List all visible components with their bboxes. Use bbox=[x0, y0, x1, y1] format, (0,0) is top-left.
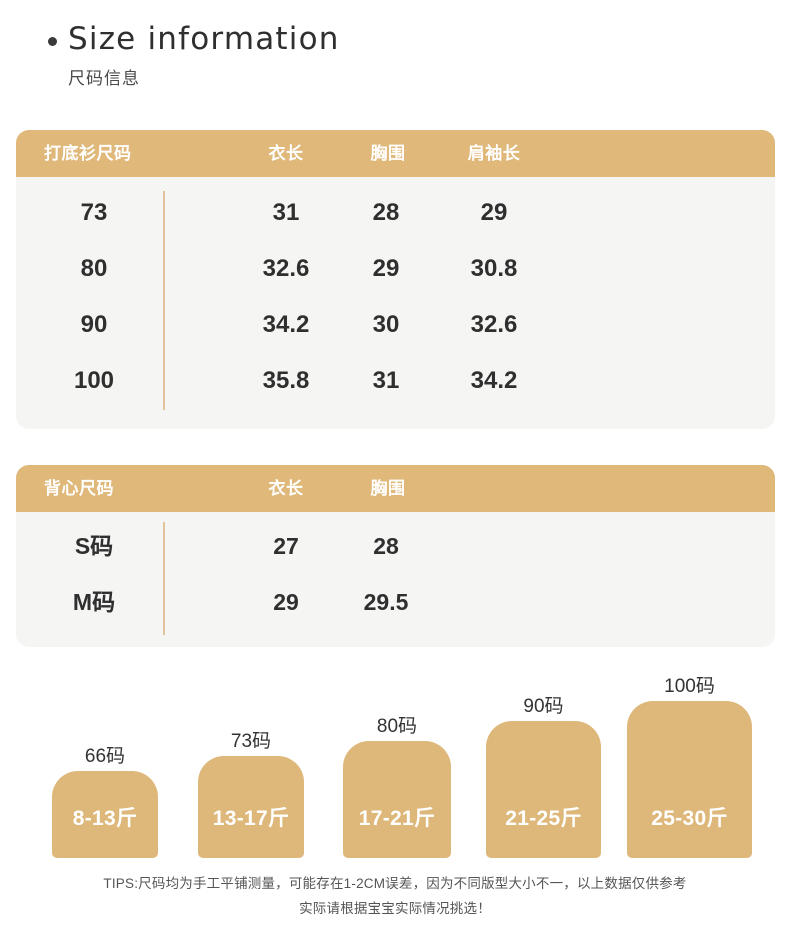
cell-size: S码 bbox=[74, 533, 114, 559]
table-row: 73 31 28 29 bbox=[16, 185, 775, 241]
table-row: M码 29 29.5 bbox=[16, 574, 775, 630]
bar-value-label: 25-30斤 bbox=[651, 807, 728, 830]
bar-category-label: 66码 bbox=[84, 746, 126, 767]
table-header-row: 背心尺码 衣长 胸围 bbox=[16, 465, 775, 512]
cell-bust: 29 bbox=[372, 255, 400, 282]
table-header-row: 打底衫尺码 衣长 胸围 肩袖长 bbox=[16, 130, 775, 177]
bar: 8-13斤 bbox=[52, 771, 158, 858]
cell-shoulder-sleeve: 30.8 bbox=[470, 255, 518, 282]
cell-length: 32.6 bbox=[262, 255, 310, 282]
cell-shoulder-sleeve: 29 bbox=[480, 199, 508, 226]
bar-category-label: 100码 bbox=[664, 676, 715, 697]
cell-bust: 31 bbox=[372, 367, 400, 394]
cell-bust: 30 bbox=[372, 311, 400, 338]
cell-length: 31 bbox=[272, 199, 300, 226]
column-header-bust: 胸围 bbox=[370, 144, 406, 163]
cell-length: 27 bbox=[273, 533, 299, 559]
bar-value-label: 21-25斤 bbox=[505, 807, 582, 830]
table-row: 100 35.8 31 34.2 bbox=[16, 353, 775, 409]
page-title: Size information bbox=[68, 21, 340, 57]
bar-category-label: 80码 bbox=[376, 716, 418, 737]
bar: 17-21斤 bbox=[343, 741, 451, 858]
cell-length: 29 bbox=[273, 589, 299, 615]
bar-value-label: 17-21斤 bbox=[358, 807, 436, 830]
title-row: Size information bbox=[48, 24, 340, 55]
tips-note: TIPS:尺码均为手工平铺测量，可能存在1-2CM误差，因为不同版型大小不一，以… bbox=[0, 872, 790, 922]
column-divider bbox=[163, 191, 165, 410]
bar-group: 100码 25-30斤 bbox=[627, 676, 752, 858]
table-row: S码 27 28 bbox=[16, 518, 775, 574]
table-row: 90 34.2 30 32.6 bbox=[16, 297, 775, 353]
cell-length: 35.8 bbox=[262, 367, 310, 394]
bar-category-label: 73码 bbox=[230, 731, 272, 752]
column-header-shoulder-sleeve: 肩袖长 bbox=[467, 144, 521, 163]
cell-shoulder-sleeve: 34.2 bbox=[470, 367, 518, 394]
bar-group: 90码 21-25斤 bbox=[486, 696, 601, 858]
tips-line-1: TIPS:尺码均为手工平铺测量，可能存在1-2CM误差，因为不同版型大小不一，以… bbox=[103, 876, 687, 891]
bullet-dot-icon bbox=[48, 37, 57, 46]
page-subtitle: 尺码信息 bbox=[68, 69, 140, 88]
bar: 13-17斤 bbox=[198, 756, 304, 858]
cell-size: M码 bbox=[72, 589, 116, 615]
cell-size: 90 bbox=[80, 311, 108, 338]
column-header-bust: 胸围 bbox=[370, 479, 406, 498]
cell-bust: 28 bbox=[372, 199, 400, 226]
cell-bust: 29.5 bbox=[363, 589, 409, 615]
size-table-vest: 背心尺码 衣长 胸围 S码 27 28 M码 29 29.5 bbox=[16, 465, 775, 647]
bar: 21-25斤 bbox=[486, 721, 601, 858]
table-row: 80 32.6 29 30.8 bbox=[16, 241, 775, 297]
size-weight-bar-chart: 66码 8-13斤 73码 13-17斤 80码 17-21斤 90码 21-25斤 100码 2… bbox=[0, 668, 790, 858]
cell-size: 100 bbox=[73, 367, 115, 394]
cell-length: 34.2 bbox=[262, 311, 310, 338]
table-body: S码 27 28 M码 29 29.5 bbox=[16, 512, 775, 635]
cell-shoulder-sleeve: 32.6 bbox=[470, 311, 518, 338]
column-header-size: 背心尺码 bbox=[44, 479, 114, 498]
table-body: 73 31 28 29 80 32.6 29 30.8 90 34.2 30 3… bbox=[16, 177, 775, 410]
bar-group: 73码 13-17斤 bbox=[198, 731, 304, 858]
cell-size: 80 bbox=[80, 255, 108, 282]
bar-value-label: 13-17斤 bbox=[212, 807, 290, 830]
column-header-size: 打底衫尺码 bbox=[44, 144, 132, 163]
bar-category-label: 90码 bbox=[523, 696, 564, 717]
bar-value-label: 8-13斤 bbox=[72, 807, 138, 830]
cell-size: 73 bbox=[80, 199, 108, 226]
size-table-undershirt: 打底衫尺码 衣长 胸围 肩袖长 73 31 28 29 80 32.6 29 3… bbox=[16, 130, 775, 429]
column-header-length: 衣长 bbox=[268, 144, 304, 163]
bar-group: 80码 17-21斤 bbox=[343, 716, 451, 858]
page-header: Size information 尺码信息 bbox=[48, 24, 340, 89]
tips-line-2: 实际请根据宝宝实际情况挑选！ bbox=[299, 900, 491, 916]
cell-bust: 28 bbox=[373, 533, 399, 559]
bar: 25-30斤 bbox=[627, 701, 752, 858]
column-header-length: 衣长 bbox=[268, 479, 304, 498]
bar-group: 66码 8-13斤 bbox=[52, 746, 158, 858]
column-divider bbox=[163, 522, 165, 635]
